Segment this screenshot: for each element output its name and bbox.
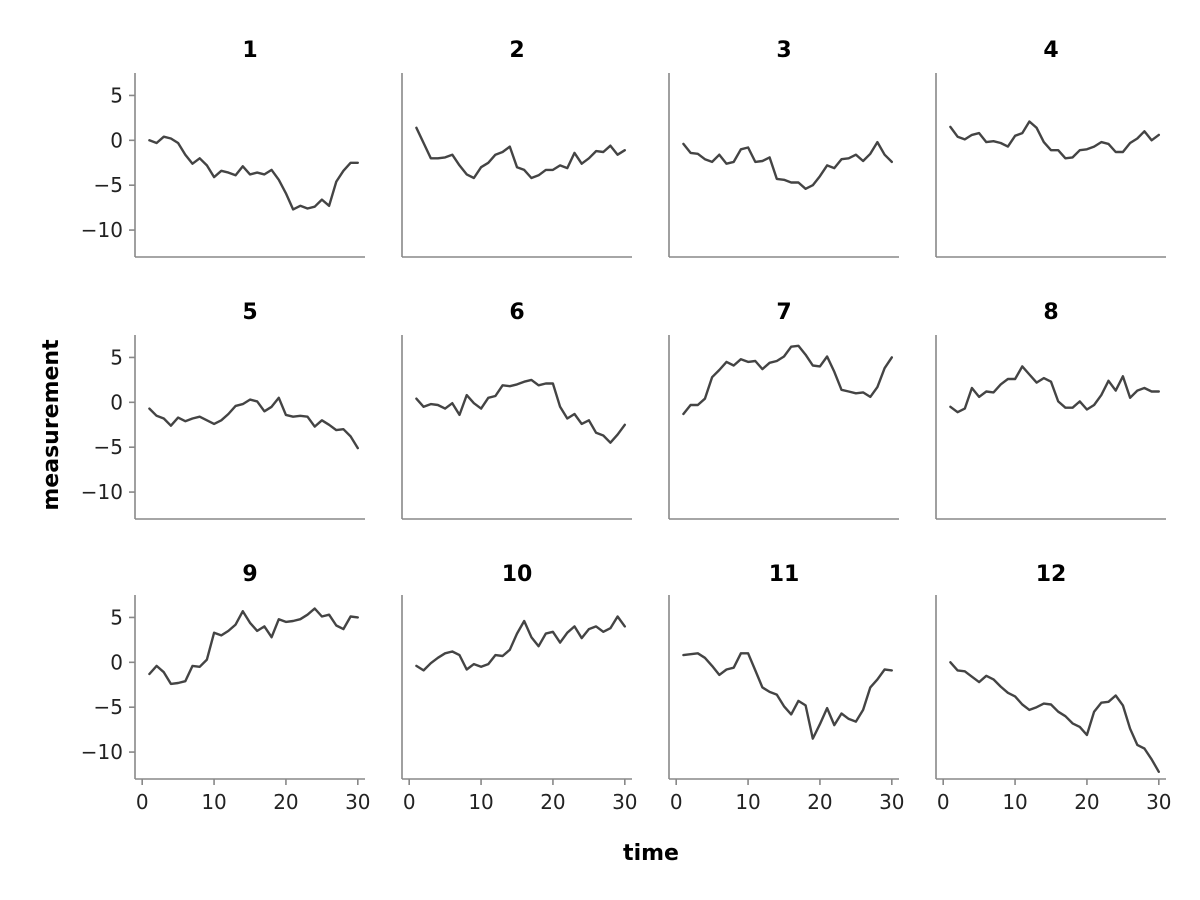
series-line [949, 120, 1160, 160]
series-line [949, 365, 1160, 414]
y-tick-label: 5 [110, 605, 123, 629]
x-tick-label: 20 [807, 790, 832, 814]
x-tick-label: 10 [735, 790, 760, 814]
x-tick-label: 30 [612, 790, 637, 814]
x-tick-label: 20 [273, 790, 298, 814]
x-tick-label: 0 [136, 790, 149, 814]
facet-panel-10: 10 0 10 20 30 [401, 562, 638, 814]
x-tick-label: 0 [937, 790, 950, 814]
series-line [148, 396, 359, 450]
x-tick-label: 10 [201, 790, 226, 814]
y-tick-label: −5 [94, 435, 123, 459]
panel-title: 12 [1036, 562, 1067, 587]
y-tick-label: 0 [110, 128, 123, 152]
facet-panel-11: 11 0 10 20 30 [668, 562, 905, 814]
y-tick-label: 0 [110, 390, 123, 414]
facet-panel-8: 8 [935, 300, 1166, 520]
series-line [148, 607, 359, 686]
facet-panel-7: 7 [668, 300, 899, 520]
x-tick-label: 30 [345, 790, 370, 814]
y-tick-label: −10 [81, 218, 123, 242]
series-line [415, 126, 626, 180]
facet-panel-9: 9 5 0 −5 −10 0 10 20 30 [81, 562, 371, 814]
series-line [682, 652, 893, 740]
panel-title: 11 [769, 562, 800, 587]
y-tick-label: −5 [94, 173, 123, 197]
series-line [682, 344, 893, 416]
series-line [682, 140, 893, 190]
panel-title: 1 [242, 38, 257, 63]
x-tick-label: 0 [670, 790, 683, 814]
facet-panel-1: 1 5 0 −5 −10 [81, 38, 365, 258]
panel-title: 5 [242, 300, 257, 325]
x-tick-label: 0 [403, 790, 416, 814]
facet-panel-5: 5 5 0 −5 −10 [81, 300, 365, 520]
y-tick-label: 5 [110, 83, 123, 107]
facet-panel-3: 3 [668, 38, 899, 258]
panel-title: 9 [242, 562, 257, 587]
facet-panels: 1 5 0 −5 −10 2 3 4 5 5 0 −5 −10 6 7 8 9 5 0 −5 −10 0 10 20 30 10 0… [81, 38, 1172, 814]
y-axis-title: measurement [39, 339, 64, 511]
series-line [415, 378, 626, 444]
y-tick-label: 0 [110, 650, 123, 674]
panel-title: 8 [1043, 300, 1058, 325]
panel-title: 2 [509, 38, 524, 63]
y-tick-label: −10 [81, 480, 123, 504]
x-tick-label: 20 [1074, 790, 1099, 814]
facet-panel-6: 6 [401, 300, 632, 520]
panel-title: 7 [776, 300, 791, 325]
facet-panel-12: 12 0 10 20 30 [935, 562, 1172, 814]
y-tick-label: −5 [94, 695, 123, 719]
panel-title: 3 [776, 38, 791, 63]
series-line [949, 661, 1160, 773]
x-tick-label: 10 [1002, 790, 1027, 814]
facet-panel-2: 2 [401, 38, 632, 258]
panel-title: 10 [502, 562, 533, 587]
series-line [148, 135, 359, 211]
x-tick-label: 10 [468, 790, 493, 814]
y-tick-label: 5 [110, 345, 123, 369]
x-tick-label: 20 [540, 790, 565, 814]
panel-title: 4 [1043, 38, 1058, 63]
x-axis-title: time [623, 841, 679, 866]
y-tick-label: −10 [81, 740, 123, 764]
x-tick-label: 30 [1146, 790, 1171, 814]
x-tick-label: 30 [879, 790, 904, 814]
panel-title: 6 [509, 300, 524, 325]
facet-panel-4: 4 [935, 38, 1166, 258]
series-line [415, 615, 626, 672]
